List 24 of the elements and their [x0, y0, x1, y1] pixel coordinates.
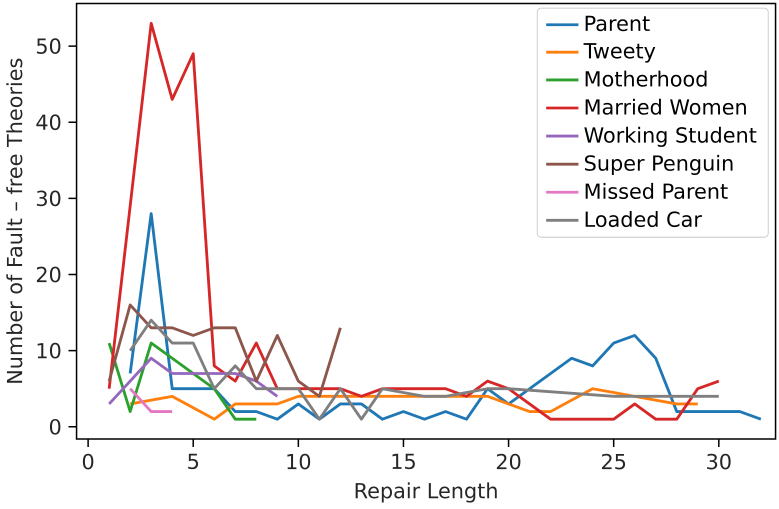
- legend-label: Parent: [586, 16, 650, 32]
- y-tick-label: 30: [36, 190, 60, 206]
- x-tick-label: 15: [392, 454, 415, 470]
- legend-label: Working Student: [584, 126, 756, 147]
- legend-label: Super Penguin: [585, 154, 732, 176]
- y-tick-label: 0: [50, 419, 60, 435]
- y-tick-label: 20: [36, 266, 60, 282]
- legend-label: Motherhood: [586, 70, 707, 87]
- y-tick-label: 10: [38, 342, 60, 359]
- x-tick-label: 5: [188, 454, 198, 470]
- legend-label: Missed Parent: [586, 183, 728, 200]
- x-tick-label: 0: [82, 454, 94, 470]
- legend-label: Loaded Car: [586, 211, 702, 228]
- line-series: [108, 304, 342, 398]
- x-axis-title: Repair Length: [356, 482, 497, 503]
- legend-label: Tweety: [584, 43, 656, 63]
- x-tick-label: 30: [707, 454, 731, 470]
- y-tick-label: 50: [36, 38, 60, 54]
- x-tick-label: 10: [287, 454, 310, 470]
- y-tick-label: 40: [36, 114, 60, 130]
- x-tick-label: 25: [602, 454, 626, 470]
- x-tick-label: 20: [496, 454, 520, 470]
- y-axis-title: Number of Fault – free Theories: [6, 58, 22, 383]
- legend-label: Married Women: [586, 98, 746, 115]
